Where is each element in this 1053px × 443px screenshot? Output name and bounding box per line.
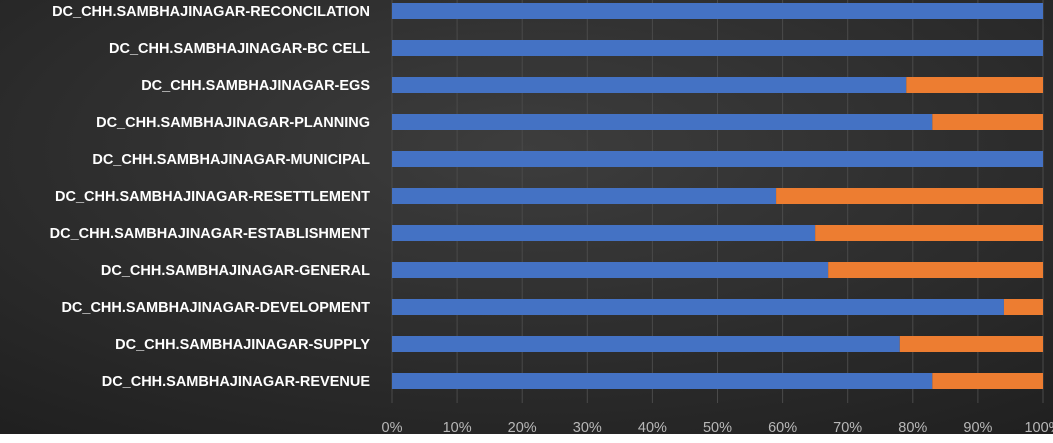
category-label: DC_CHH.SAMBHAJINAGAR-ESTABLISHMENT — [50, 226, 370, 242]
x-tick-label: 0% — [382, 420, 403, 436]
bar-segment-series-1 — [392, 151, 1043, 167]
x-tick-label: 70% — [833, 420, 862, 436]
category-label: DC_CHH.SAMBHAJINAGAR-EGS — [141, 78, 370, 94]
category-label: DC_CHH.SAMBHAJINAGAR-DEVELOPMENT — [61, 300, 370, 316]
category-label: DC_CHH.SAMBHAJINAGAR-REVENUE — [102, 374, 371, 390]
x-tick-label: 90% — [963, 420, 992, 436]
chart-background — [0, 0, 1053, 434]
bars — [392, 3, 1043, 389]
bar-segment-series-1 — [392, 262, 829, 278]
bar-segment-series-2 — [932, 373, 1043, 389]
bar-segment-series-2 — [1003, 299, 1043, 315]
bar-segment-series-1 — [392, 114, 933, 130]
category-label: DC_CHH.SAMBHAJINAGAR-BC CELL — [109, 41, 370, 57]
x-axis-ticks: 0% 10% 20% 30% 40% 50% 60% 70% 80% 90% 100% — [382, 420, 1053, 436]
bar-segment-series-1 — [392, 336, 900, 352]
x-tick-label: 100% — [1024, 420, 1053, 436]
x-tick-label: 10% — [443, 420, 472, 436]
bar-segment-series-1 — [392, 40, 1043, 56]
category-label: DC_CHH.SAMBHAJINAGAR-RESETTLEMENT — [55, 189, 370, 205]
bar-segment-series-1 — [392, 77, 907, 93]
bar-segment-series-2 — [932, 114, 1043, 130]
x-tick-label: 40% — [638, 420, 667, 436]
bar-segment-series-2 — [776, 188, 1043, 204]
category-label: DC_CHH.SAMBHAJINAGAR-SUPPLY — [115, 337, 370, 353]
category-label: DC_CHH.SAMBHAJINAGAR-MUNICIPAL — [92, 152, 370, 168]
category-label: DC_CHH.SAMBHAJINAGAR-GENERAL — [101, 263, 370, 279]
category-label: DC_CHH.SAMBHAJINAGAR-PLANNING — [96, 115, 370, 131]
category-label: DC_CHH.SAMBHAJINAGAR-RECONCILATION — [52, 4, 370, 20]
bar-segment-series-2 — [815, 225, 1043, 241]
bar-segment-series-2 — [828, 262, 1043, 278]
category-labels: DC_CHH.SAMBHAJINAGAR-RECONCILATION DC_CHH… — [50, 4, 371, 390]
x-tick-label: 30% — [573, 420, 602, 436]
bar-segment-series-1 — [392, 299, 1004, 315]
x-tick-label: 50% — [703, 420, 732, 436]
bar-segment-series-1 — [392, 3, 1043, 19]
x-tick-label: 60% — [768, 420, 797, 436]
x-tick-label: 20% — [508, 420, 537, 436]
bar-segment-series-1 — [392, 373, 933, 389]
bar-segment-series-1 — [392, 188, 777, 204]
bar-segment-series-2 — [906, 77, 1043, 93]
x-tick-label: 80% — [898, 420, 927, 436]
bar-segment-series-2 — [899, 336, 1043, 352]
bar-segment-series-1 — [392, 225, 816, 241]
